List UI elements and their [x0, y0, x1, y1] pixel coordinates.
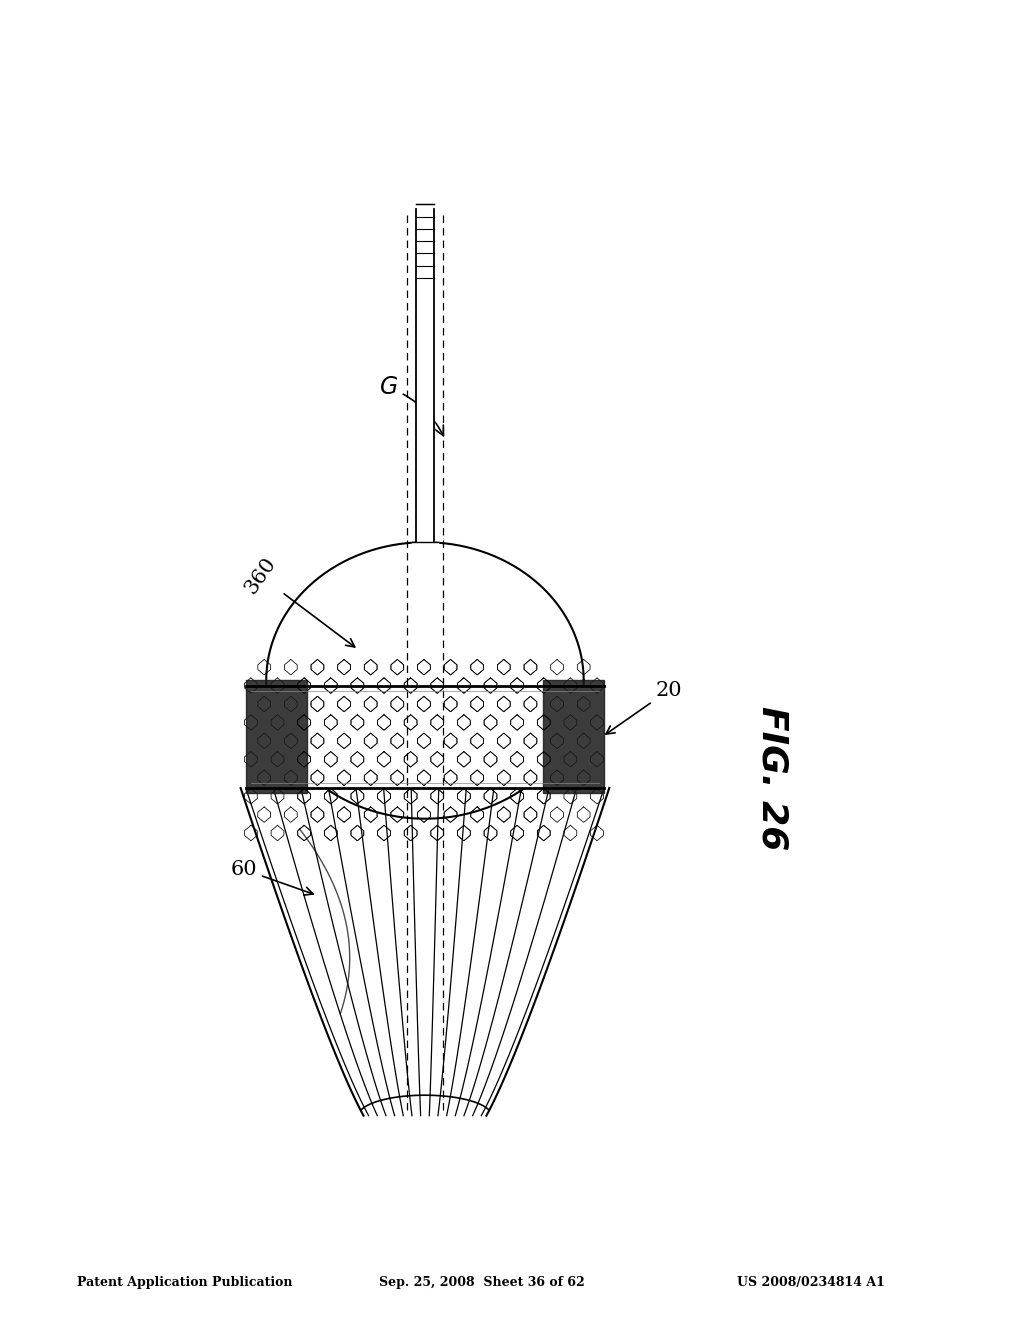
Polygon shape [246, 681, 307, 793]
Text: 20: 20 [606, 681, 682, 734]
Text: Sep. 25, 2008  Sheet 36 of 62: Sep. 25, 2008 Sheet 36 of 62 [379, 1275, 585, 1288]
Text: US 2008/0234814 A1: US 2008/0234814 A1 [737, 1275, 885, 1288]
Polygon shape [543, 681, 604, 793]
Polygon shape [416, 215, 434, 543]
Polygon shape [251, 685, 599, 788]
Text: $G$: $G$ [379, 376, 443, 436]
Text: Patent Application Publication: Patent Application Publication [77, 1275, 292, 1288]
Text: FIG. 26: FIG. 26 [756, 706, 790, 850]
Text: 60: 60 [230, 861, 313, 895]
Text: 360: 360 [241, 554, 354, 647]
Polygon shape [412, 543, 438, 548]
Polygon shape [266, 543, 584, 818]
